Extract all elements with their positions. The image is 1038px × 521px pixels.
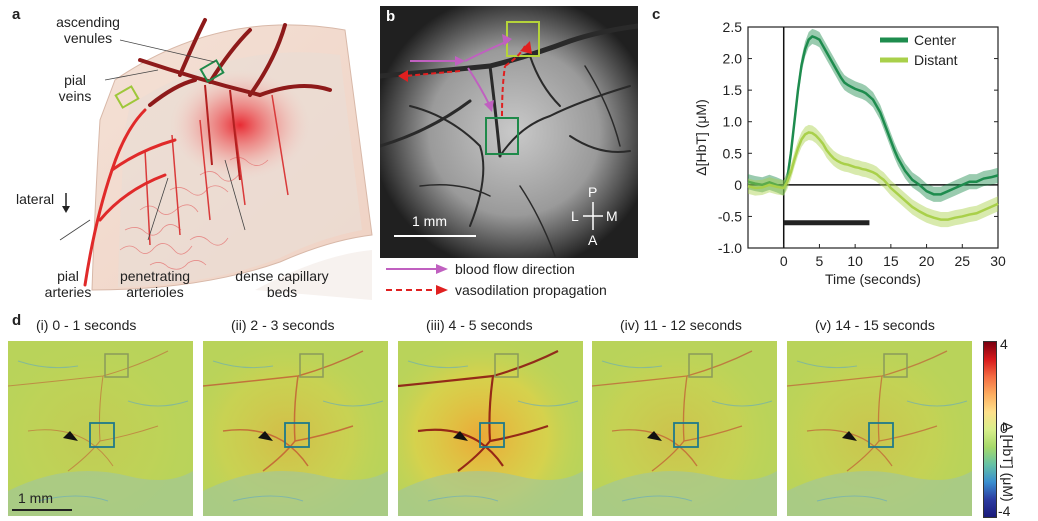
panel-d-scale-bar [12,509,72,511]
label-penetrating-arterioles: penetrating arterioles [119,268,191,300]
panel-d-scale-label: 1 mm [18,490,53,506]
map-title-1: (i) 0 - 1 seconds [36,317,137,333]
colorbar-max: 4 [1000,336,1008,352]
x-tick-label: 10 [847,253,863,269]
panel-b-image: b 1 mm P L M A [380,6,638,258]
series-line-distant [747,131,999,221]
map-title-4: (iv) 11 - 12 seconds [620,317,742,333]
y-tick-label: -1.0 [718,240,742,256]
compass-m: M [606,208,618,224]
compass-a: A [588,232,598,248]
label-pial-arteries: pial arteries [44,268,92,300]
x-tick-label: 20 [919,253,935,269]
panel-c-letter: c [652,6,661,23]
chart-frame [747,26,999,249]
panel-b-scale-label: 1 mm [412,213,447,229]
label-dense-capillary-beds: dense capillary beds [235,268,329,300]
hbt-map-2 [203,341,388,516]
series-band-distant [748,124,998,228]
map-title-3: (iii) 4 - 5 seconds [426,317,533,333]
panel-b-letter: b [386,8,396,25]
x-tick-label: 30 [990,253,1006,269]
colorbar [983,341,997,518]
x-tick-label: 0 [780,253,788,269]
hbt-map-1 [8,341,193,516]
hbt-map-5 [787,341,972,516]
y-tick-label: 2.5 [723,19,743,35]
y-tick-label: 1.0 [723,114,743,130]
colorbar-mid: 0 [1000,420,1008,436]
y-axis-label: Δ[HbT] (μM) [693,99,709,176]
label-lateral: lateral [16,191,55,207]
map-title-5: (v) 14 - 15 seconds [815,317,935,333]
brain-schematic [59,18,373,300]
y-tick-label: 0 [734,177,742,193]
x-tick-label: 25 [954,253,970,269]
compass-p: P [588,184,598,200]
x-tick-label: 15 [883,253,899,269]
legend-flow-arrow [386,264,448,274]
x-tick-label: 5 [816,253,824,269]
legend-vaso-label: vasodilation propagation [455,282,607,298]
colorbar-min: -4 [998,503,1011,519]
label-ascending-venules: ascending venules [56,14,120,46]
legend-label-distant: Distant [914,52,958,68]
y-tick-label: 0.5 [723,145,743,161]
hbt-timecourse-chart: 2.5 2.0 1.5 1.0 0.5 0 -0.5 -1.0 0 5 10 15 20 25 30 Time… [693,19,1006,287]
panel-d-letter: d [12,312,22,329]
compass-l: L [571,208,579,224]
colorbar-label: Δ [HbT] (μM) [1000,422,1016,502]
y-tick-label: -0.5 [718,208,742,224]
legend-label-center: Center [914,32,956,48]
hbt-map-3 [398,341,583,516]
label-pial-veins: pial veins [58,72,92,104]
panel-a-letter: a [12,6,21,23]
x-axis-label: Time (seconds) [825,271,921,287]
y-tick-label: 1.5 [723,82,743,98]
map-title-2: (ii) 2 - 3 seconds [231,317,335,333]
y-tick-label: 2.0 [723,51,743,67]
legend-flow-label: blood flow direction [455,261,575,277]
series-line-center [747,35,999,196]
hbt-map-4 [592,341,777,516]
legend-vaso-arrow [386,285,448,295]
